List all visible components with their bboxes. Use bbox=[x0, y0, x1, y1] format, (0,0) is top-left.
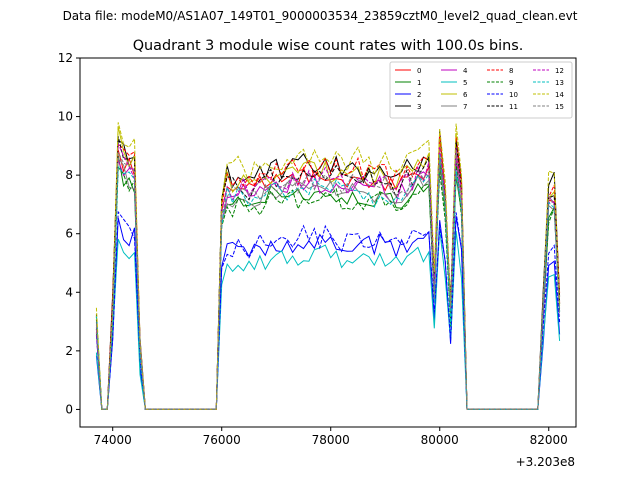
legend-label-8: 8 bbox=[509, 67, 513, 75]
chart-title: Quadrant 3 module wise count rates with … bbox=[133, 38, 524, 54]
x-tick-label: 76000 bbox=[203, 433, 241, 447]
legend-label-6: 6 bbox=[463, 91, 468, 99]
legend-label-2: 2 bbox=[417, 91, 421, 99]
x-offset-label: +3.203e8 bbox=[516, 455, 575, 469]
legend-label-15: 15 bbox=[555, 103, 564, 111]
legend-label-0: 0 bbox=[417, 67, 421, 75]
chart-suptitle: Data file: modeM0/AS1A07_149T01_90000035… bbox=[63, 9, 578, 23]
legend-label-14: 14 bbox=[555, 91, 564, 99]
legend-label-13: 13 bbox=[555, 79, 564, 87]
legend-label-4: 4 bbox=[463, 67, 468, 75]
series-line-14 bbox=[95, 122, 561, 410]
legend-label-1: 1 bbox=[417, 79, 421, 87]
series-line-15 bbox=[95, 150, 561, 410]
y-tick-label: 4 bbox=[65, 285, 73, 299]
legend-label-12: 12 bbox=[555, 67, 564, 75]
legend-label-3: 3 bbox=[417, 103, 421, 111]
x-tick-label: 74000 bbox=[94, 433, 132, 447]
y-tick-label: 6 bbox=[65, 227, 73, 241]
y-tick-label: 2 bbox=[65, 344, 73, 358]
x-tick-label: 82000 bbox=[530, 433, 568, 447]
y-tick-label: 10 bbox=[58, 110, 73, 124]
x-tick-label: 78000 bbox=[312, 433, 350, 447]
y-tick-label: 8 bbox=[65, 168, 73, 182]
legend-label-9: 9 bbox=[509, 79, 513, 87]
legend-label-7: 7 bbox=[463, 103, 467, 111]
plot-area bbox=[79, 57, 577, 428]
legend-label-5: 5 bbox=[463, 79, 467, 87]
legend-box bbox=[389, 61, 573, 119]
axes-frame bbox=[79, 57, 577, 428]
x-tick-label: 80000 bbox=[421, 433, 459, 447]
y-tick-label: 12 bbox=[58, 51, 73, 65]
legend-label-11: 11 bbox=[509, 103, 518, 111]
legend-label-10: 10 bbox=[509, 91, 518, 99]
y-tick-label: 0 bbox=[65, 402, 73, 416]
